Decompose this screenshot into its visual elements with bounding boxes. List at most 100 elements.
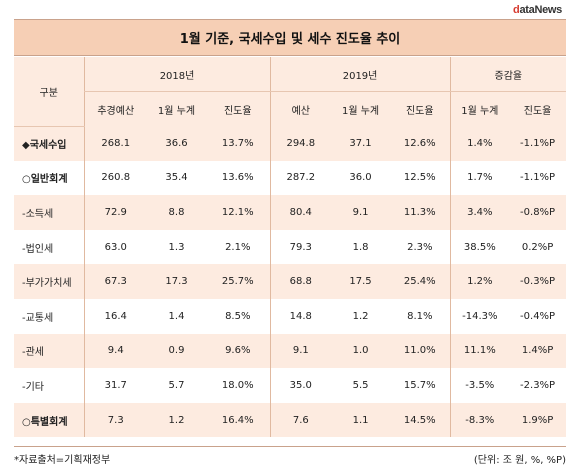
table-cell: 268.1 [83, 126, 147, 161]
table-row: -소득세 72.9 8.8 12.1% 80.4 9.1 11.3% 3.4% -0.8%P [14, 195, 567, 230]
table-cell: 14.8 [269, 298, 332, 334]
row-label: ○일반회계 [14, 160, 84, 196]
table-cell: 1.2 [147, 402, 206, 438]
table-cell: 12.1% [206, 195, 271, 230]
table-cell: 72.9 [83, 195, 147, 230]
table-cell: 25.4% [390, 264, 451, 299]
source-note: *자료출처=기획재정부 [14, 455, 111, 466]
table-row: -법인세 63.0 1.3 2.1% 79.3 1.8 2.3% 38.5% 0.2%P [14, 229, 567, 265]
table-cell: 8.5% [206, 298, 271, 334]
table-cell: 36.0 [331, 160, 391, 196]
header-group-change: 증감율 [449, 57, 567, 92]
table-row: -관세 9.4 0.9 9.6% 9.1 1.0 11.0% 11.1% 1.4%P [14, 333, 567, 369]
table-row: ○일반회계 260.8 35.4 13.6% 287.2 36.0 12.5% 1.7% -1.… [14, 160, 567, 196]
table-cell: 1.9%P [509, 402, 567, 438]
table-cell: 38.5% [449, 229, 510, 265]
table-cell: 1.3 [147, 229, 206, 265]
unit-note: (단위: 조 원, %, %P) [473, 455, 566, 466]
table-cell: 18.0% [206, 368, 271, 403]
table-cell: 16.4% [206, 402, 271, 438]
table-cell: 287.2 [269, 160, 332, 196]
table-cell: 16.4 [83, 298, 147, 334]
row-label: -관세 [14, 333, 84, 369]
table-cell: 14.5% [390, 402, 451, 438]
table-cell: 0.2%P [509, 229, 567, 265]
header-sub: 추경예산 [83, 91, 147, 126]
table-row: ○특별회계 7.3 1.2 16.4% 7.6 1.1 14.5% -8.3% 1.9%P [14, 402, 567, 438]
table-cell: 68.8 [269, 264, 332, 299]
table-cell: -2.3%P [509, 368, 567, 403]
table-footer: *자료출처=기획재정부 (단위: 조 원, %, %P) [14, 446, 566, 466]
table-row: -기타 31.7 5.7 18.0% 35.0 5.5 15.7% -3.5% -2.3%P [14, 368, 567, 403]
table-cell: 36.6 [147, 126, 206, 161]
row-label: -법인세 [14, 229, 84, 265]
table-cell: 17.3 [147, 264, 206, 299]
table-cell: -1.1%P [509, 160, 567, 196]
table-cell: 37.1 [331, 126, 391, 161]
header-sub: 1월 누계 [449, 91, 510, 126]
table-cell: 1.2% [449, 264, 510, 299]
table-cell: 7.6 [269, 402, 332, 438]
table-cell: 35.4 [147, 160, 206, 196]
table-title: 1월 기준, 국세수입 및 세수 진도율 추이 [14, 19, 566, 56]
table-cell: 9.6% [206, 333, 271, 369]
header-sub: 1월 누계 [331, 91, 391, 126]
table-cell: 11.0% [390, 333, 451, 369]
table-cell: 67.3 [83, 264, 147, 299]
table-cell: 12.6% [390, 126, 451, 161]
header-group-2019: 2019년 [269, 57, 451, 92]
table-cell: 12.5% [390, 160, 451, 196]
table-cell: -8.3% [449, 402, 510, 438]
table-cell: 5.5 [331, 368, 391, 403]
table-cell: 9.4 [83, 333, 147, 369]
table-cell: -14.3% [449, 298, 510, 334]
table-row: -교통세 16.4 1.4 8.5% 14.8 1.2 8.1% -14.3% -0.4%P [14, 298, 567, 334]
table-cell: 1.4%P [509, 333, 567, 369]
table-cell: 31.7 [83, 368, 147, 403]
table-cell: 8.8 [147, 195, 206, 230]
logo-text: ataNews [519, 4, 562, 16]
header-sub: 1월 누계 [147, 91, 206, 126]
table-cell: 2.3% [390, 229, 451, 265]
header-group-2018: 2018년 [83, 57, 271, 92]
table-cell: 17.5 [331, 264, 391, 299]
table-cell: 1.4 [147, 298, 206, 334]
table-cell: 9.1 [331, 195, 391, 230]
table-row: -부가가치세 67.3 17.3 25.7% 68.8 17.5 25.4% 1.2% -0.3… [14, 264, 567, 299]
row-label: ○특별회계 [14, 402, 84, 438]
table-cell: 15.7% [390, 368, 451, 403]
table-cell: 5.7 [147, 368, 206, 403]
table-cell: 13.6% [206, 160, 271, 196]
row-label: -기타 [14, 368, 84, 403]
table-cell: -1.1%P [509, 126, 567, 161]
header-sub: 진도율 [206, 91, 271, 126]
table-cell: 63.0 [83, 229, 147, 265]
table-cell: 8.1% [390, 298, 451, 334]
table-cell: 2.1% [206, 229, 271, 265]
datanews-logo: dataNews [513, 4, 562, 18]
table-cell: 1.4% [449, 126, 510, 161]
table-cell: 1.7% [449, 160, 510, 196]
table-cell: 25.7% [206, 264, 271, 299]
table-cell: 294.8 [269, 126, 332, 161]
table-cell: 3.4% [449, 195, 510, 230]
row-label: -부가가치세 [14, 264, 84, 299]
table-cell: 11.1% [449, 333, 510, 369]
table-cell: 1.0 [331, 333, 391, 369]
table-cell: 1.2 [331, 298, 391, 334]
table-cell: 13.7% [206, 126, 271, 161]
table-cell: -0.3%P [509, 264, 567, 299]
table-cell: -0.8%P [509, 195, 567, 230]
header-sub: 진도율 [390, 91, 451, 126]
table-cell: -0.4%P [509, 298, 567, 334]
table-cell: 1.8 [331, 229, 391, 265]
table-cell: 35.0 [269, 368, 332, 403]
table-cell: 80.4 [269, 195, 332, 230]
table-cell: 7.3 [83, 402, 147, 438]
header-sub: 예산 [269, 91, 332, 126]
logo-letter: d [513, 4, 520, 16]
row-label: -소득세 [14, 195, 84, 230]
header-sub: 진도율 [509, 91, 567, 126]
table-cell: 260.8 [83, 160, 147, 196]
tax-revenue-table: 구분 2018년 2019년 증감율 추경예산 1월 누계 진도율 예산 1월 … [14, 57, 567, 438]
